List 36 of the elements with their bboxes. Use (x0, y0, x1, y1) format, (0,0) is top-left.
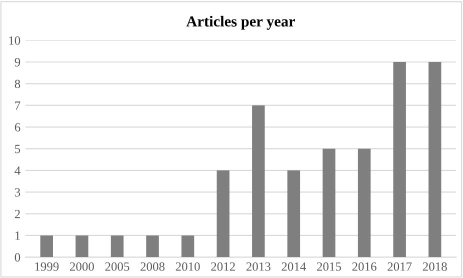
bar (358, 148, 371, 258)
y-tick-label: 0 (14, 253, 20, 262)
y-tick-label: 8 (14, 80, 20, 88)
bar (393, 62, 406, 258)
bar (181, 235, 194, 258)
bar (252, 105, 265, 258)
bar (110, 235, 124, 258)
bar (322, 148, 336, 258)
x-tick-label: 2010 (176, 262, 200, 271)
x-tick-label: 2013 (246, 262, 270, 271)
y-tick-label: 9 (14, 58, 20, 66)
x-tick-label: 2008 (140, 262, 165, 271)
x-tick-label: 2005 (105, 262, 130, 271)
bar (216, 170, 230, 258)
y-tick-label: 1 (15, 232, 20, 240)
y-tick-label: 7 (15, 102, 20, 110)
bar (287, 170, 300, 258)
x-tick-label: 2014 (282, 262, 306, 271)
y-tick-label: 10 (9, 36, 20, 45)
bar (40, 235, 53, 258)
y-tick-label: 4 (14, 166, 20, 175)
x-tick-label: 2012 (211, 262, 235, 271)
bar (76, 235, 88, 258)
x-tick-label: 2016 (352, 262, 376, 271)
y-tick-label: 3 (14, 188, 20, 197)
y-tick-label: 2 (14, 210, 20, 218)
y-tick-label: 6 (14, 123, 20, 132)
x-tick-label: 2000 (70, 262, 94, 271)
y-tick-label: 5 (15, 144, 20, 154)
x-tick-label: 2018 (422, 262, 447, 271)
bar (146, 235, 159, 258)
x-tick-label: 1999 (35, 262, 59, 271)
x-tick-label: 2015 (317, 262, 342, 271)
chart-title: Articles per year (186, 16, 296, 30)
bar (428, 62, 442, 258)
x-tick-label: 2017 (388, 262, 412, 271)
